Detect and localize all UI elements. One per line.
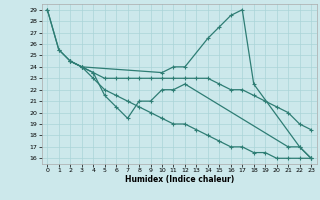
X-axis label: Humidex (Indice chaleur): Humidex (Indice chaleur) (124, 175, 234, 184)
